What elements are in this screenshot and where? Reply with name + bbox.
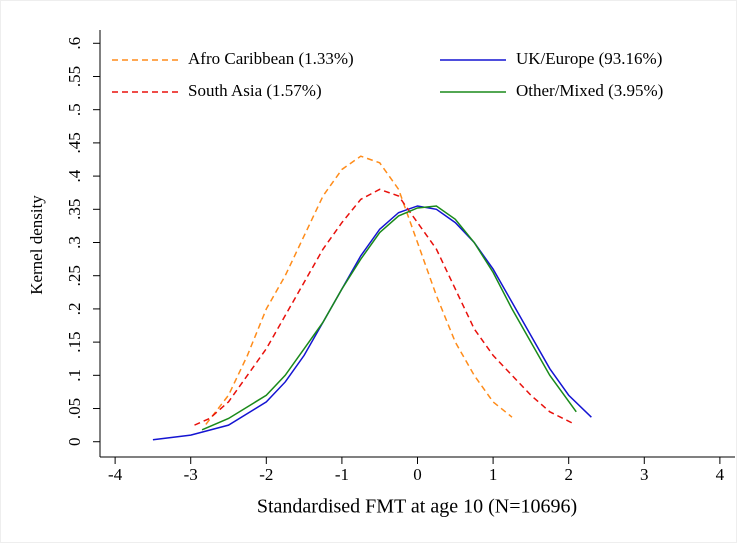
y-tick-label: .25	[65, 265, 84, 286]
density-line	[194, 188, 573, 426]
y-tick-label: .2	[65, 303, 84, 316]
y-tick-label: .5	[65, 103, 84, 116]
x-tick-label: -4	[108, 465, 123, 484]
x-tick-label: 2	[564, 465, 573, 484]
y-tick-label: 0	[65, 437, 84, 446]
y-tick-label: .3	[65, 236, 84, 249]
y-tick-label: .6	[65, 37, 84, 50]
x-tick-label: 4	[716, 465, 725, 484]
x-tick-label: 1	[489, 465, 498, 484]
y-tick-label: .4	[65, 169, 84, 182]
density-line	[201, 205, 577, 431]
y-tick-label: .55	[65, 66, 84, 87]
y-tick-label: .45	[65, 132, 84, 153]
x-tick-label: -1	[335, 465, 349, 484]
density-line	[152, 205, 592, 441]
x-tick-label: -2	[259, 465, 273, 484]
y-tick-label: .05	[65, 398, 84, 419]
legend-label: Other/Mixed (3.95%)	[516, 81, 663, 100]
x-axis-label: Standardised FMT at age 10 (N=10696)	[257, 496, 577, 518]
legend-label: Afro Caribbean (1.33%)	[188, 49, 354, 68]
y-tick-label: .1	[65, 369, 84, 382]
y-axis-label: Kernel density	[27, 195, 46, 295]
y-tick-label: .35	[65, 199, 84, 220]
y-tick-label: .15	[65, 331, 84, 352]
legend-label: UK/Europe (93.16%)	[516, 49, 662, 68]
density-line	[205, 155, 513, 425]
x-tick-label: 3	[640, 465, 649, 484]
x-tick-label: 0	[413, 465, 422, 484]
legend-label: South Asia (1.57%)	[188, 81, 322, 100]
x-tick-label: -3	[184, 465, 198, 484]
